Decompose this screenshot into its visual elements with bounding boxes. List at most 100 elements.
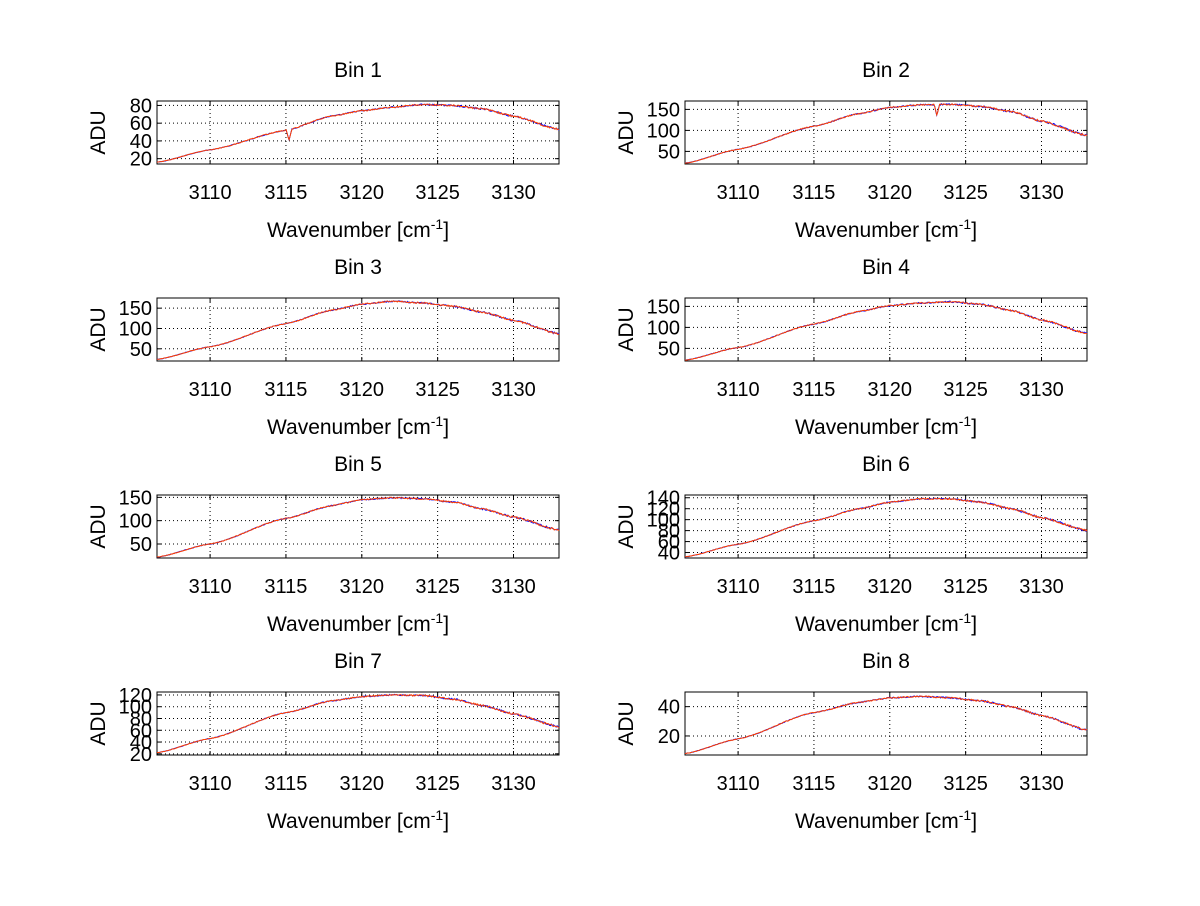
series-line-b: [156, 103, 560, 163]
x-tick-label: 3120: [868, 576, 913, 598]
y-axis-label: ADU: [615, 110, 638, 154]
x-tick-label: 3110: [717, 576, 760, 598]
y-axis-label: ADU: [615, 307, 638, 351]
panel-title: Bin 1: [334, 59, 382, 82]
x-axis-label: Wavenumber [cm-1]: [795, 216, 977, 242]
y-tick-label: 80: [130, 95, 152, 117]
series-line-b: [684, 103, 1088, 164]
panel-title: Bin 7: [334, 650, 382, 673]
y-tick-label: 40: [130, 732, 152, 754]
y-tick-label: 100: [119, 318, 152, 340]
x-axis-label: Wavenumber [cm-1]: [267, 216, 449, 242]
y-tick-label: 80: [130, 708, 152, 730]
axes-box: [684, 100, 1088, 165]
y-axis-label: ADU: [87, 701, 110, 745]
y-axis-label: ADU: [87, 110, 110, 154]
y-tick-label: 100: [647, 510, 680, 532]
series-line-b: [684, 497, 1088, 558]
axes-box: [156, 691, 560, 756]
x-tick-label: 3120: [868, 379, 913, 401]
y-tick-label: 50: [130, 339, 152, 361]
y-tick-label: 100: [119, 697, 152, 719]
x-tick-label: 3120: [868, 773, 913, 795]
series-line-b: [156, 300, 560, 360]
x-tick-label: 3125: [943, 576, 988, 598]
axes-box: [684, 691, 1088, 756]
y-tick-label: 100: [647, 317, 680, 339]
panel-title: Bin 3: [334, 256, 382, 279]
x-tick-label: 3115: [792, 379, 835, 401]
panel-title: Bin 8: [862, 650, 910, 673]
x-tick-label: 3110: [717, 379, 760, 401]
x-tick-label: 3125: [415, 182, 460, 204]
y-tick-label: 40: [130, 131, 152, 153]
x-tick-label: 3115: [792, 182, 835, 204]
y-tick-label: 80: [658, 521, 680, 543]
x-axis-label: Wavenumber [cm-1]: [795, 807, 977, 833]
x-tick-label: 3125: [943, 182, 988, 204]
y-tick-label: 150: [119, 487, 152, 509]
x-tick-label: 3125: [415, 379, 460, 401]
x-tick-label: 3115: [792, 773, 835, 795]
x-tick-label: 3130: [1019, 379, 1064, 401]
y-tick-label: 20: [130, 744, 152, 766]
panel-bin-8: Bin 8 3110 3115 3120 3125 3130 20 40 ADU Wavenumb…: [615, 650, 1088, 833]
panel-title: Bin 5: [334, 453, 382, 476]
y-tick-label: 50: [658, 338, 680, 360]
series-line-b: [684, 301, 1088, 361]
axes-box: [684, 297, 1088, 362]
y-tick-label: 120: [119, 685, 152, 707]
x-tick-label: 3115: [264, 773, 307, 795]
y-axis-label: ADU: [87, 504, 110, 548]
axes-box: [156, 297, 560, 362]
x-tick-label: 3110: [189, 773, 232, 795]
panel-title: Bin 6: [862, 453, 910, 476]
x-tick-label: 3130: [491, 379, 536, 401]
x-axis-label: Wavenumber [cm-1]: [267, 413, 449, 439]
x-tick-label: 3125: [415, 773, 460, 795]
y-tick-label: 50: [658, 141, 680, 163]
y-tick-label: 40: [658, 543, 680, 565]
x-tick-label: 3120: [340, 773, 385, 795]
y-tick-label: 120: [647, 499, 680, 521]
y-tick-label: 150: [119, 298, 152, 320]
x-axis-label: Wavenumber [cm-1]: [267, 610, 449, 636]
series-line-b: [684, 695, 1088, 754]
panel-bin-6: Bin 6 3110 3115 3120 3125 3130 406080100120140…: [615, 453, 1088, 636]
x-tick-label: 3125: [943, 773, 988, 795]
y-tick-label: 50: [130, 534, 152, 556]
x-tick-label: 3125: [415, 576, 460, 598]
x-tick-label: 3120: [340, 576, 385, 598]
x-tick-label: 3110: [717, 773, 760, 795]
x-tick-label: 3130: [1019, 576, 1064, 598]
x-tick-label: 3115: [264, 182, 307, 204]
y-tick-label: 100: [647, 120, 680, 142]
x-tick-label: 3110: [189, 182, 232, 204]
x-tick-label: 3125: [943, 379, 988, 401]
y-tick-label: 150: [647, 296, 680, 318]
y-tick-label: 40: [658, 697, 680, 719]
x-tick-label: 3115: [792, 576, 835, 598]
y-tick-label: 100: [119, 511, 152, 533]
y-tick-label: 20: [658, 726, 680, 748]
panel-title: Bin 4: [862, 256, 910, 279]
x-tick-label: 3120: [340, 379, 385, 401]
y-tick-label: 60: [130, 113, 152, 135]
x-axis-label: Wavenumber [cm-1]: [267, 807, 449, 833]
x-tick-label: 3115: [264, 576, 307, 598]
x-tick-label: 3130: [1019, 773, 1064, 795]
y-axis-label: ADU: [615, 701, 638, 745]
y-tick-label: 60: [658, 532, 680, 554]
x-axis-label: Wavenumber [cm-1]: [795, 610, 977, 636]
x-tick-label: 3115: [264, 379, 307, 401]
x-tick-label: 3120: [868, 182, 913, 204]
y-axis-label: ADU: [87, 307, 110, 351]
series-line-b: [156, 693, 560, 753]
x-axis-label: Wavenumber [cm-1]: [795, 413, 977, 439]
x-tick-label: 3110: [189, 576, 232, 598]
panel-title: Bin 2: [862, 59, 910, 82]
